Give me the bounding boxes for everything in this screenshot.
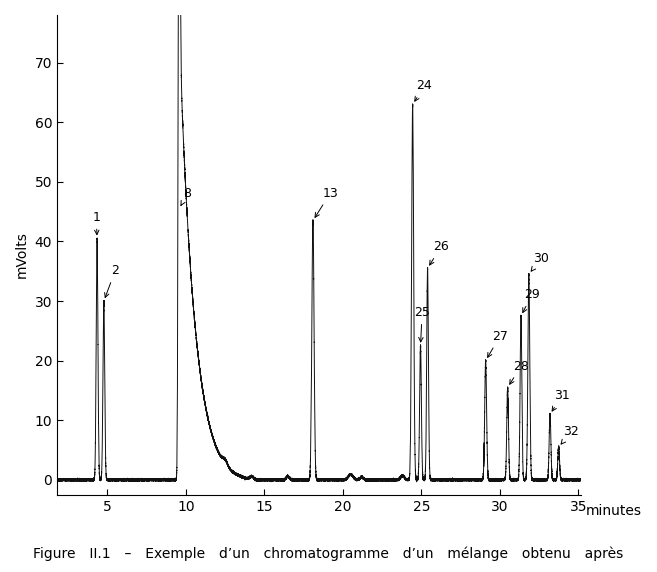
Text: 25: 25 bbox=[414, 306, 430, 342]
Text: 30: 30 bbox=[532, 252, 549, 271]
Text: 13: 13 bbox=[315, 186, 338, 217]
Text: 31: 31 bbox=[552, 390, 570, 411]
Text: minutes: minutes bbox=[586, 504, 642, 518]
Text: Figure II.1 – Exemple d’un chromatogramme d’un mélange obtenu après: Figure II.1 – Exemple d’un chromatogramm… bbox=[34, 546, 623, 561]
Text: 1: 1 bbox=[93, 210, 101, 235]
Text: 32: 32 bbox=[561, 425, 579, 444]
Text: 26: 26 bbox=[430, 240, 449, 265]
Text: 29: 29 bbox=[523, 288, 540, 312]
Y-axis label: mVolts: mVolts bbox=[15, 232, 29, 279]
Text: 27: 27 bbox=[487, 330, 508, 358]
Text: 28: 28 bbox=[510, 360, 529, 384]
Text: 2: 2 bbox=[104, 264, 119, 297]
Text: 8: 8 bbox=[181, 186, 191, 205]
Text: 24: 24 bbox=[415, 80, 432, 101]
